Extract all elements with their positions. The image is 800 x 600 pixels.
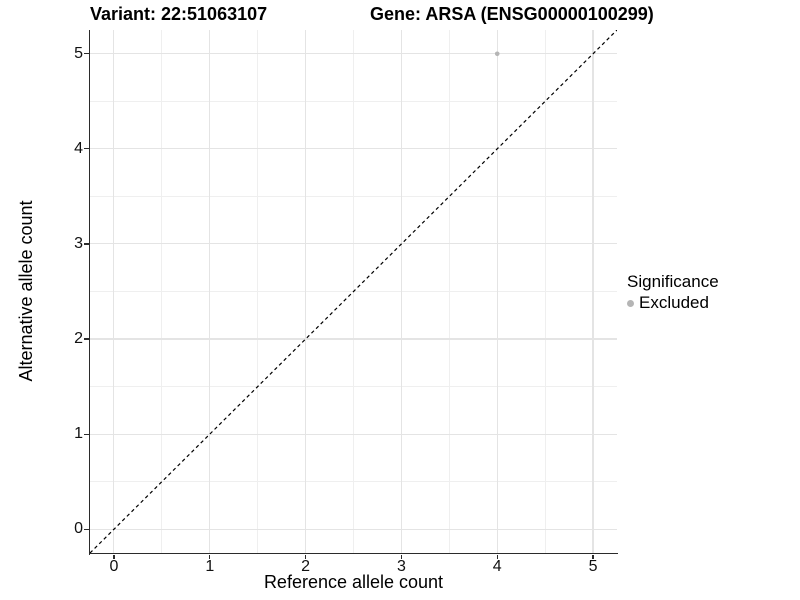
grid-line-v-major <box>592 30 594 553</box>
x-axis-line <box>88 553 618 555</box>
x-tick <box>304 554 307 560</box>
grid-line-h-major <box>90 148 617 150</box>
x-tick <box>113 554 115 560</box>
grid-line-h-major <box>90 433 617 435</box>
y-tick <box>84 433 89 435</box>
y-tick <box>84 53 89 55</box>
x-tick-label: 0 <box>109 558 119 575</box>
grid-line-h-major <box>90 338 617 340</box>
identity-line <box>90 30 617 553</box>
grid-line-h-major <box>90 243 617 245</box>
legend: Significance Excluded <box>627 271 719 313</box>
x-tick-label: 5 <box>588 558 598 575</box>
grid-line-h-major <box>90 53 617 55</box>
y-tick-label: 2 <box>74 330 83 348</box>
grid-line-h-minor <box>90 386 617 388</box>
grid-line-v-major <box>209 30 211 553</box>
grid-line-v-major <box>113 30 115 553</box>
legend-items: Excluded <box>627 293 719 313</box>
grid-line-v-major <box>496 30 498 553</box>
x-tick-label: 1 <box>205 558 215 575</box>
grid-line-h-major <box>90 528 617 530</box>
legend-point-swatch <box>627 299 634 307</box>
grid-line-h-minor <box>90 195 617 197</box>
x-axis-title: Reference allele count <box>263 572 444 592</box>
x-tick <box>496 554 498 560</box>
y-tick <box>84 528 89 530</box>
y-tick <box>84 243 89 245</box>
grid-line-h-minor <box>90 481 617 483</box>
y-tick-label: 1 <box>74 425 83 443</box>
x-tick-label: 3 <box>396 558 406 575</box>
data-point <box>494 51 500 57</box>
plot-title-variant: Variant: 22:51063107 <box>90 4 268 24</box>
grid-line-v-major <box>400 30 402 553</box>
y-tick-label: 4 <box>74 139 83 157</box>
x-tick-label: 4 <box>492 558 502 575</box>
plot-panel <box>90 30 617 553</box>
plot-canvas <box>90 30 617 553</box>
y-axis-line <box>88 30 90 555</box>
legend-title: Significance <box>627 272 719 291</box>
legend-item: Excluded <box>627 293 719 313</box>
grid-line-h-minor <box>90 100 617 102</box>
y-tick-label: 3 <box>74 234 83 252</box>
plot-title-gene: Gene: ARSA (ENSG00000100299) <box>370 4 654 24</box>
y-tick <box>84 148 89 150</box>
x-tick-label: 2 <box>301 558 311 575</box>
y-axis-title: Alternative allele count <box>16 200 36 382</box>
y-tick-label: 0 <box>74 520 83 538</box>
x-tick <box>400 554 402 560</box>
y-tick <box>84 338 89 340</box>
y-tick-label: 5 <box>74 44 83 62</box>
legend-item-label: Excluded <box>639 293 709 312</box>
x-tick <box>209 554 211 560</box>
grid-line-v-major <box>305 30 307 553</box>
x-tick <box>592 554 594 560</box>
